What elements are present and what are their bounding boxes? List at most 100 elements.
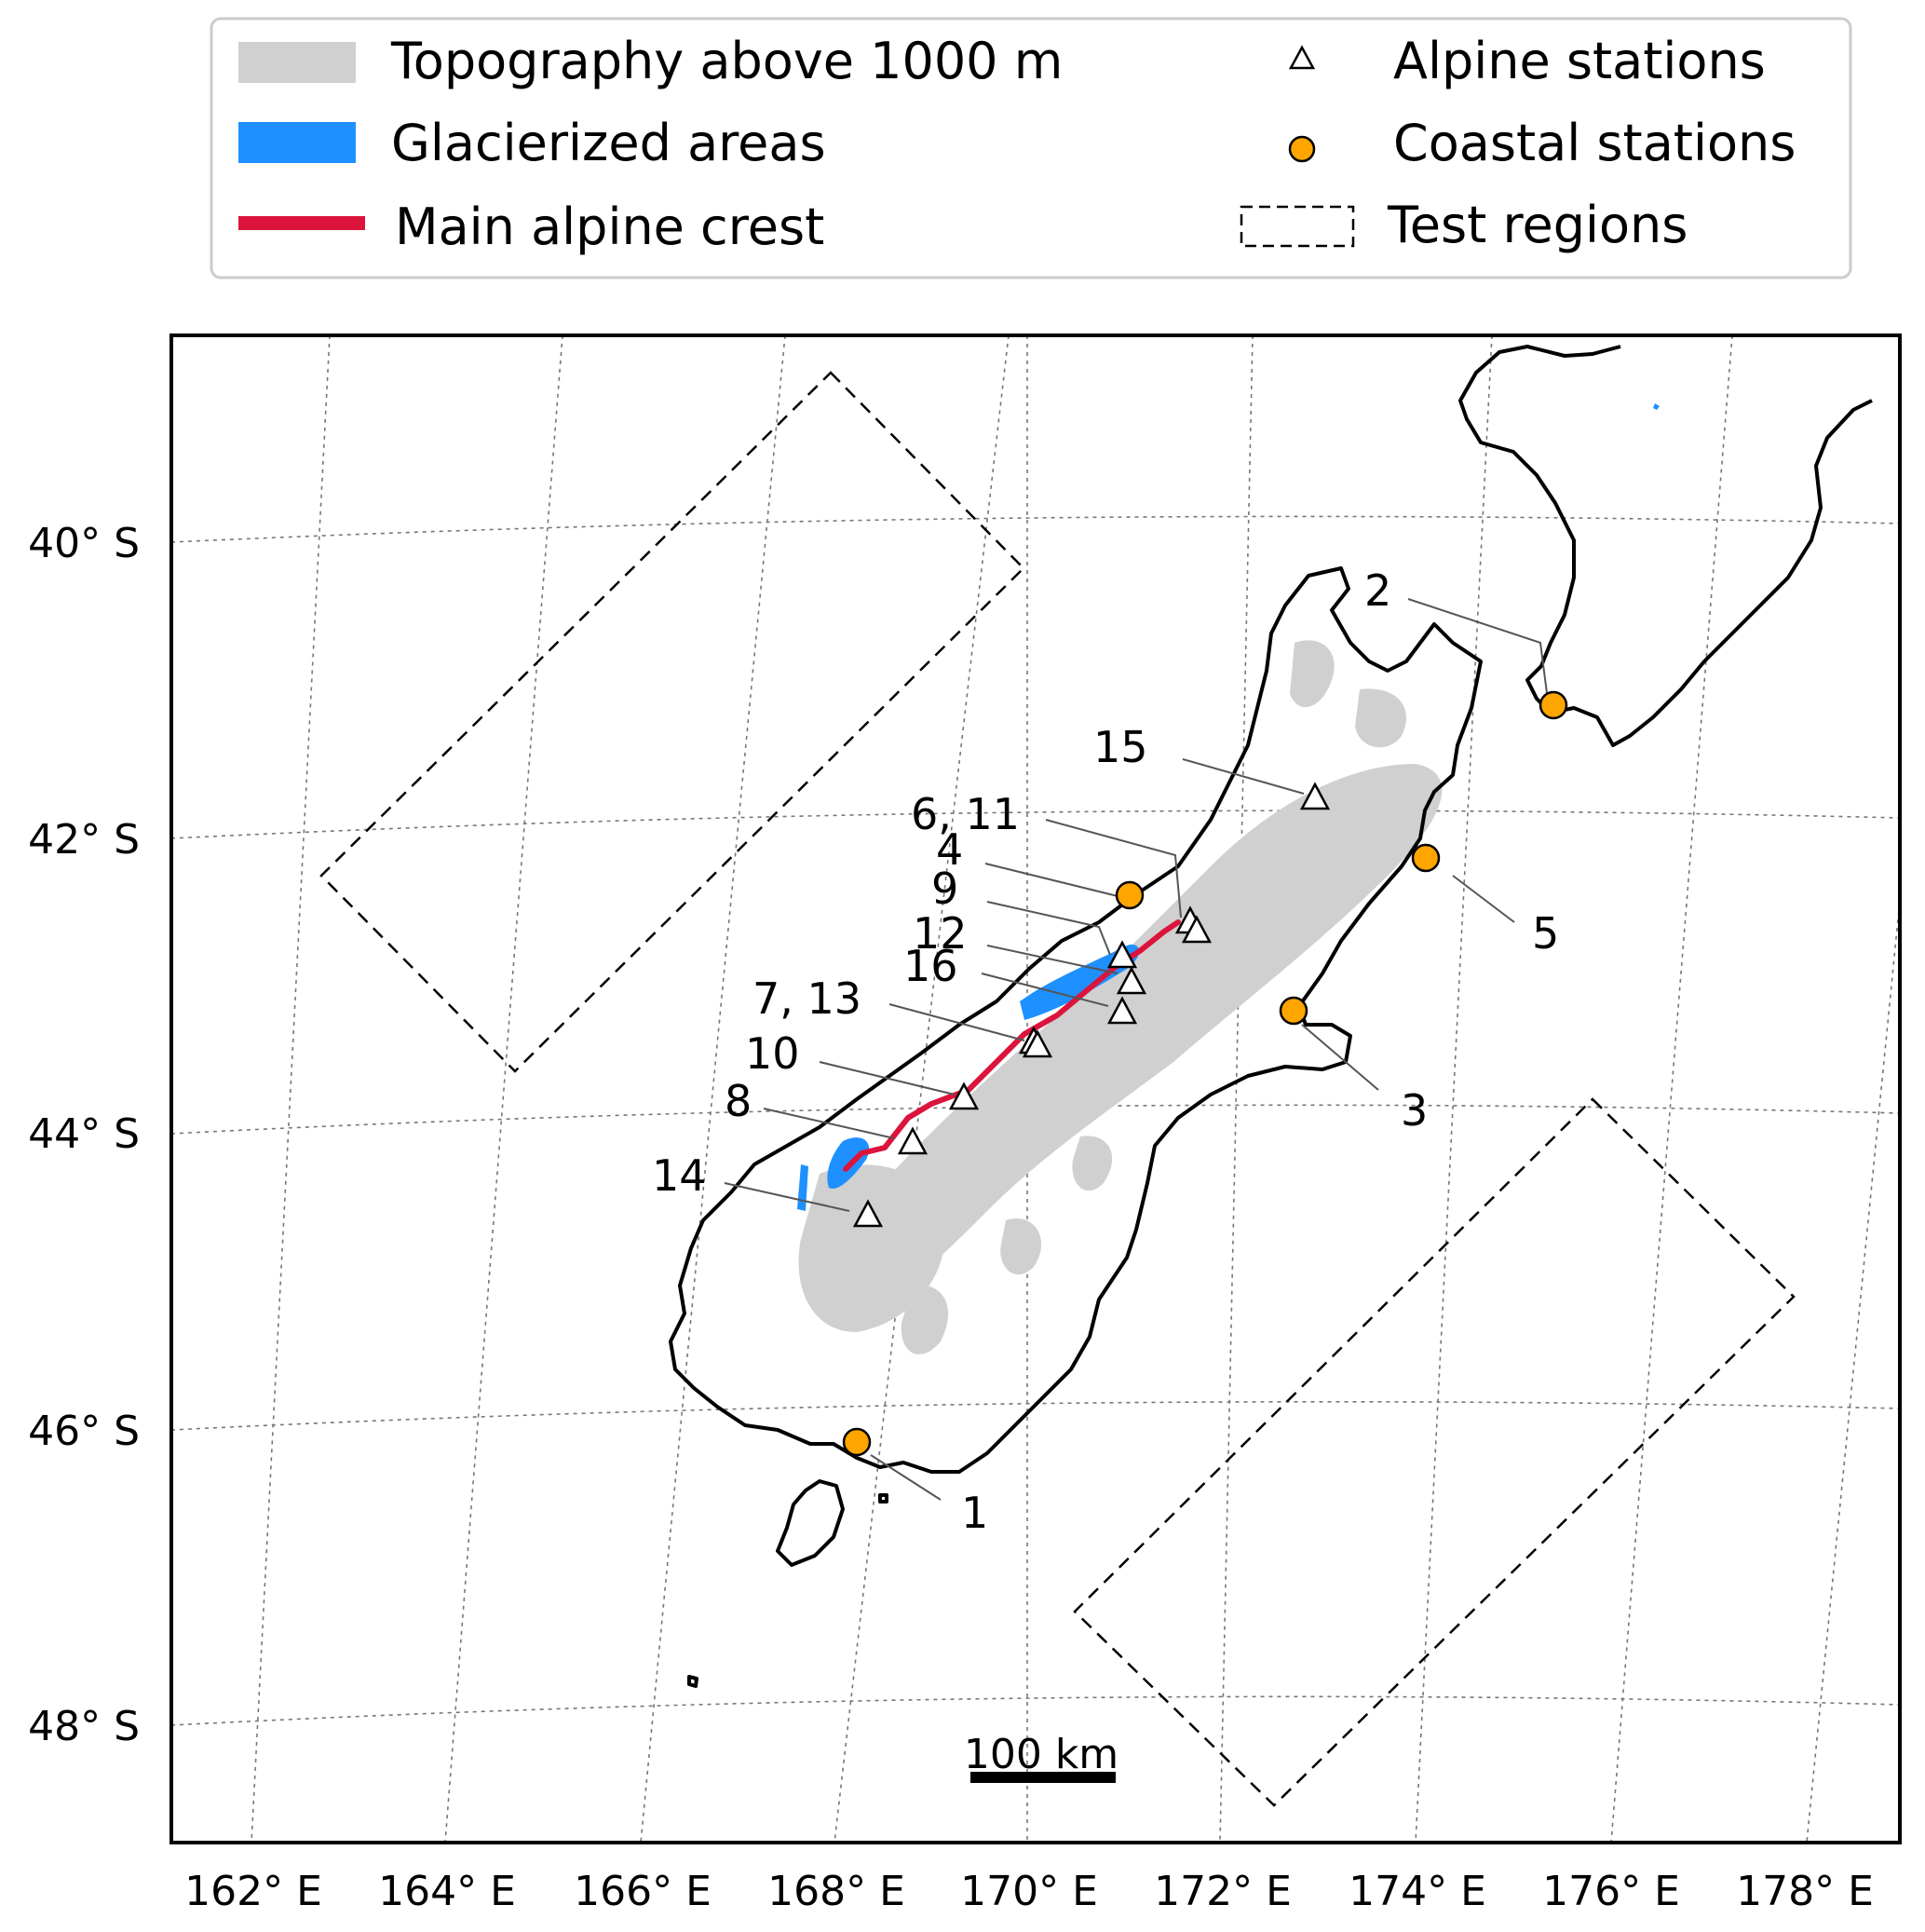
circle-icon <box>1288 135 1316 163</box>
map-frame <box>169 333 1902 1844</box>
scale-bar-line <box>970 1772 1116 1783</box>
leader-line-14 <box>724 1182 850 1212</box>
legend-frame <box>210 17 1852 279</box>
gridline-lon-164 <box>444 335 563 1843</box>
leader-line-6-11 <box>1045 819 1182 918</box>
legend-label-test: Test regions <box>1387 196 1688 254</box>
station-label-14: 14 <box>652 1150 707 1201</box>
alpine-station-9 <box>1106 940 1138 969</box>
coastline-stewart-island <box>776 1479 845 1567</box>
gridline-lon-162 <box>251 335 331 1843</box>
test-regions <box>319 371 1796 1807</box>
lon-label-168: 168° E <box>767 1868 905 1915</box>
lat-label-40: 40° S <box>28 520 140 567</box>
gridline-lon-166 <box>640 335 786 1843</box>
alpine-station-14 <box>852 1199 884 1228</box>
legend-label-crest: Main alpine crest <box>395 197 824 256</box>
leader-line-16 <box>981 973 1109 1007</box>
map-area: 2 15 6, 11 4 9 12 16 7, 13 10 8 14 5 3 1… <box>171 335 1900 1843</box>
coastal-station-2 <box>1539 690 1568 720</box>
legend: Topography above 1000 m Glacierized area… <box>210 17 1852 279</box>
leader-line-7-13 <box>888 1003 1025 1041</box>
coastal-station-4 <box>1115 880 1145 910</box>
alpine-stations <box>852 782 1331 1228</box>
topography-swatch <box>238 42 356 83</box>
station-label-12: 12 <box>913 908 968 959</box>
leader-line-8 <box>763 1108 895 1139</box>
topography-otago-patch <box>1000 1218 1042 1275</box>
lon-label-172: 172° E <box>1154 1868 1292 1915</box>
test-region-north <box>319 371 1025 1073</box>
glacier-fiordland <box>797 1164 808 1211</box>
topography-kaikoura <box>1355 688 1406 748</box>
lat-label-48: 48° S <box>28 1703 140 1750</box>
topography-fiordland <box>798 1164 945 1332</box>
station-label-7-13: 7, 13 <box>752 973 861 1024</box>
gridline-lon-178 <box>1806 892 1900 1843</box>
coastline-south-island <box>669 566 1483 1474</box>
station-label-15: 15 <box>1093 722 1148 772</box>
alpine-station-15 <box>1299 782 1331 810</box>
coastal-station-3 <box>1279 996 1308 1026</box>
crest-swatch <box>238 216 365 230</box>
topography-north-patch <box>1290 640 1335 708</box>
triangle-icon <box>1288 45 1316 70</box>
leader-line-12 <box>986 945 1118 974</box>
dashed-box-icon <box>1240 205 1355 248</box>
gridline-lon-174 <box>1415 335 1493 1843</box>
leader-lines <box>724 598 1549 1501</box>
leader-line-3 <box>1301 1024 1379 1091</box>
coastline-ruapuke <box>878 1493 888 1503</box>
alpine-station-8 <box>897 1126 929 1155</box>
leader-line-4 <box>984 863 1118 897</box>
legend-label-topography: Topography above 1000 m <box>390 32 1063 90</box>
lat-label-46: 46° S <box>28 1408 140 1455</box>
leader-line-1 <box>870 1454 942 1501</box>
latitude-labels: 40° S 42° S 44° S 46° S 48° S <box>28 520 140 1750</box>
gridline-lat-42 <box>171 810 1900 839</box>
glacier-central <box>1020 945 1140 1020</box>
glacier-north-island <box>1653 403 1660 410</box>
coastlines <box>669 345 1873 1688</box>
lon-label-170: 170° E <box>960 1868 1098 1915</box>
longitude-labels: 162° E 164° E 166° E 168° E 170° E 172° … <box>184 1868 1874 1915</box>
main-alpine-crest <box>843 919 1181 1172</box>
lon-label-176: 176° E <box>1542 1868 1680 1915</box>
topography-main-ridge <box>822 764 1443 1313</box>
lon-label-174: 174° E <box>1349 1868 1486 1915</box>
station-labels: 2 15 6, 11 4 9 12 16 7, 13 10 8 14 5 3 1 <box>652 565 1559 1538</box>
topography-canterbury-patch <box>1072 1136 1113 1191</box>
lon-label-164: 164° E <box>378 1868 516 1915</box>
lat-label-44: 44° S <box>28 1110 140 1158</box>
gridline-lat-40 <box>171 515 1900 543</box>
graticule <box>171 335 1900 1843</box>
coastline-north-island <box>1458 345 1873 747</box>
glacier-swatch <box>238 122 356 163</box>
station-label-1: 1 <box>961 1488 988 1538</box>
alpine-station-10 <box>948 1082 980 1110</box>
scale-bar: 100 km <box>964 1731 1118 1783</box>
alpine-station-13 <box>1022 1029 1053 1058</box>
alpine-station-11 <box>1181 915 1213 944</box>
scale-bar-label: 100 km <box>964 1731 1118 1778</box>
leader-line-2 <box>1407 598 1549 701</box>
legend-label-alpine: Alpine stations <box>1393 32 1766 90</box>
leader-line-15 <box>1182 758 1305 795</box>
legend-label-glacier: Glacierized areas <box>391 114 826 172</box>
leader-line-9 <box>986 901 1111 956</box>
legend-label-coastal: Coastal stations <box>1393 114 1796 172</box>
lon-label-162: 162° E <box>184 1868 322 1915</box>
gridline-lat-48 <box>171 1695 1900 1726</box>
coastal-stations <box>842 690 1568 1457</box>
station-label-6-11: 6, 11 <box>911 789 1020 839</box>
station-label-9: 9 <box>931 864 958 914</box>
lat-label-42: 42° S <box>28 816 140 864</box>
station-label-3: 3 <box>1401 1085 1428 1136</box>
leader-line-10 <box>819 1061 956 1095</box>
station-label-5: 5 <box>1532 908 1559 959</box>
lon-label-178: 178° E <box>1736 1868 1874 1915</box>
lon-label-166: 166° E <box>574 1868 712 1915</box>
alpine-station-12 <box>1116 966 1147 995</box>
leader-line-5 <box>1452 875 1515 923</box>
coastal-station-1 <box>842 1427 872 1457</box>
